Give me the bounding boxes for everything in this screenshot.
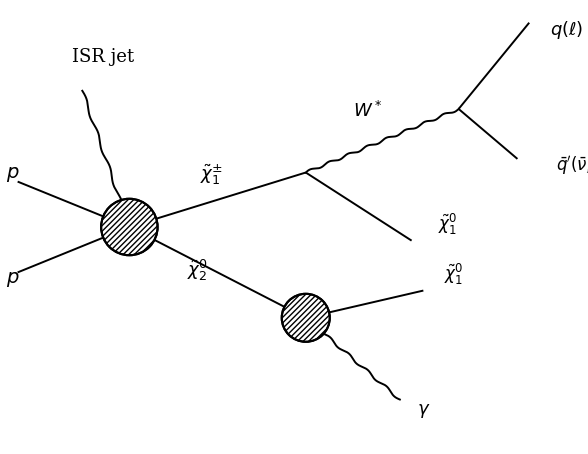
Text: $\bar{q}'(\bar{\nu}_\ell)$: $\bar{q}'(\bar{\nu}_\ell)$ [556, 154, 588, 177]
Text: ISR jet: ISR jet [72, 48, 134, 66]
Text: $\tilde{\chi}_1^{\pm}$: $\tilde{\chi}_1^{\pm}$ [201, 163, 223, 187]
Ellipse shape [282, 294, 330, 342]
Text: $\gamma$: $\gamma$ [417, 402, 430, 420]
Text: $q(\ell)$: $q(\ell)$ [550, 19, 583, 40]
Text: $p$: $p$ [6, 165, 19, 184]
Text: $\tilde{\chi}_1^0$: $\tilde{\chi}_1^0$ [438, 212, 457, 237]
Text: $\tilde{\chi}_2^0$: $\tilde{\chi}_2^0$ [186, 257, 208, 283]
Text: $\tilde{\chi}_1^0$: $\tilde{\chi}_1^0$ [444, 262, 463, 287]
Text: $W^*$: $W^*$ [353, 101, 382, 121]
Ellipse shape [101, 199, 158, 255]
Text: $p$: $p$ [6, 270, 19, 289]
